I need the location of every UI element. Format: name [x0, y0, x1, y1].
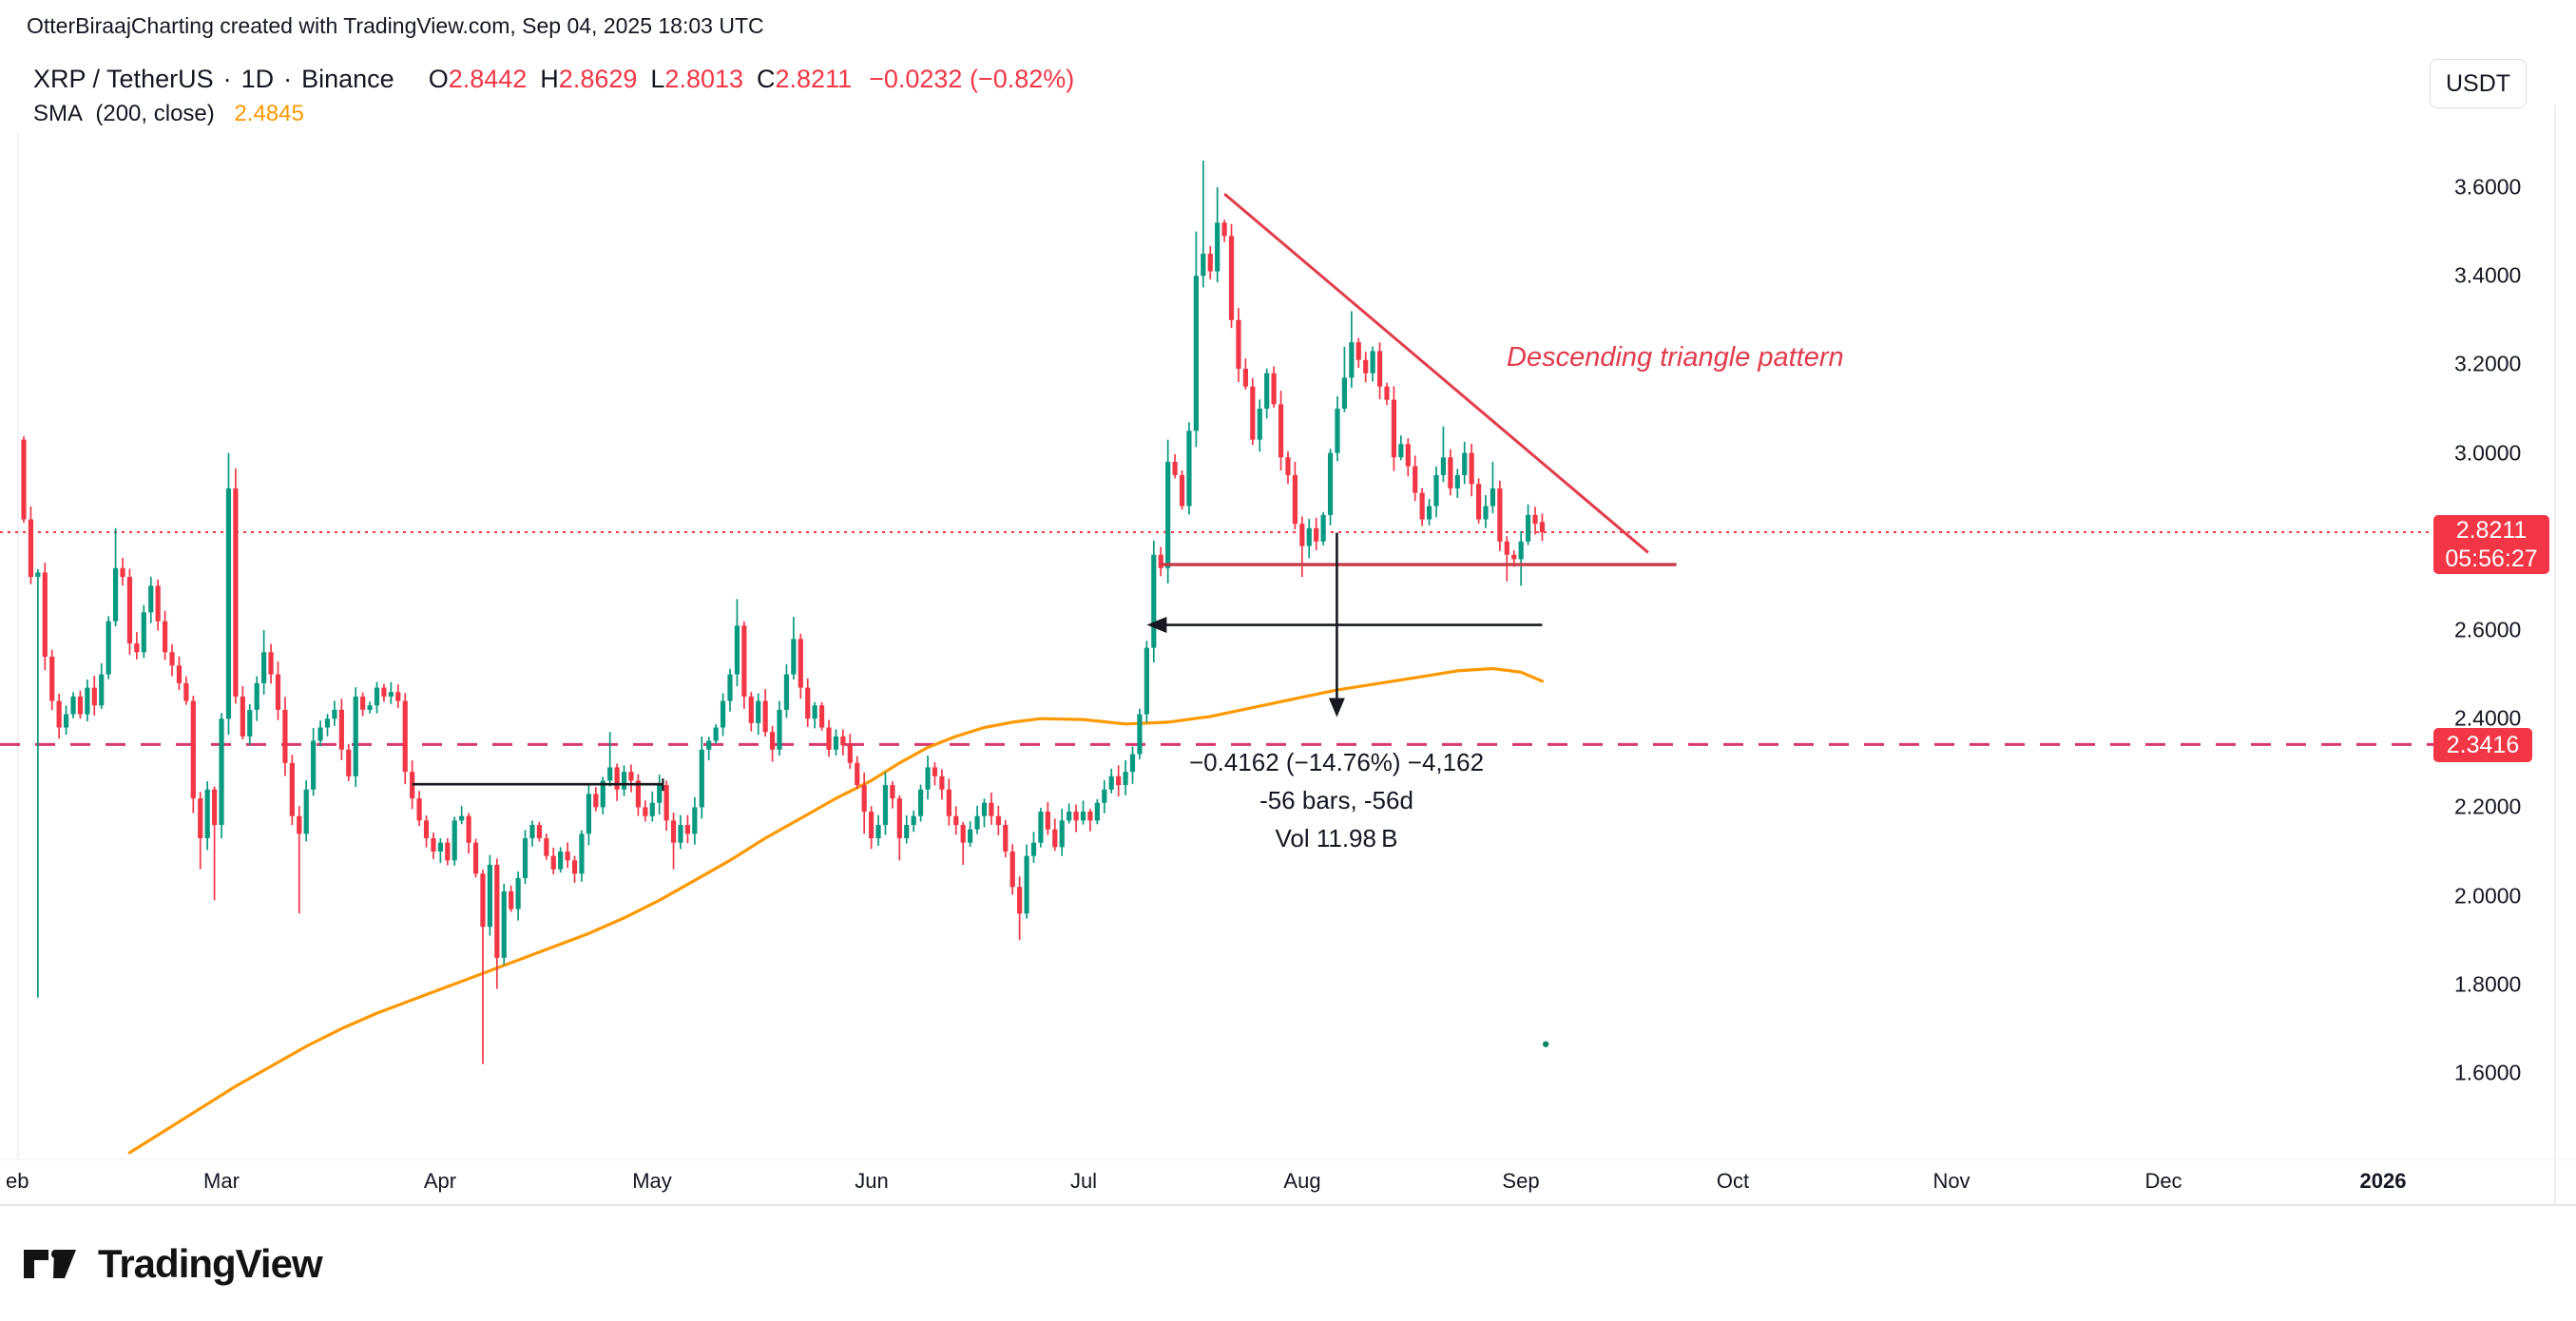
- time-axis-label: Jun: [855, 1169, 889, 1193]
- sma-name: SMA: [33, 101, 82, 126]
- support-level-price: 2.3416: [2446, 732, 2520, 758]
- change-value: −0.0232 (−0.82%): [869, 65, 1075, 93]
- time-axis-label: Apr: [423, 1169, 457, 1193]
- price-axis-label: 2.0000: [2454, 883, 2522, 909]
- price-axis-label: 3.6000: [2454, 174, 2522, 200]
- sma-value: 2.4845: [234, 101, 304, 126]
- currency-toggle-button[interactable]: USDT: [2430, 59, 2527, 108]
- time-axis-label: May: [632, 1169, 672, 1193]
- price-axis-label: 3.0000: [2454, 440, 2522, 466]
- tradingview-logo: TradingView: [24, 1241, 323, 1286]
- time-axis-label: Nov: [1932, 1169, 1970, 1193]
- price-axis-label: 1.8000: [2454, 971, 2522, 997]
- current-price: 2.8211: [2455, 517, 2528, 544]
- current-price-badge: 2.8211 05:56:27: [2433, 515, 2549, 574]
- measure-tool-label[interactable]: −0.4162 (−14.76%) −4,162 -56 bars, -56d …: [1099, 743, 1574, 857]
- time-axis-label: Dec: [2144, 1169, 2182, 1193]
- time-axis-label: Sep: [1502, 1169, 1540, 1193]
- symbol-legend[interactable]: XRP / TetherUS · 1D · Binance O2.8442 H2.…: [33, 65, 1074, 94]
- sma-layer: [127, 666, 1545, 1155]
- time-axis-label: Aug: [1283, 1169, 1321, 1193]
- exchange-label: Binance: [301, 65, 394, 93]
- ohlc-value: 2.8629: [558, 65, 638, 93]
- interval-label[interactable]: 1D: [240, 65, 275, 93]
- price-axis-label: 2.2000: [2454, 794, 2522, 819]
- stray-drawing-dot[interactable]: [1542, 1041, 1549, 1047]
- sma-200-line[interactable]: [127, 666, 1545, 1155]
- pattern-annotation-text[interactable]: Descending triangle pattern: [1507, 342, 1844, 373]
- measure-price-change: −0.4162 (−14.76%) −4,162: [1188, 748, 1485, 776]
- price-axis-label: 3.4000: [2454, 262, 2522, 288]
- time-axis-label: Mar: [203, 1169, 240, 1193]
- candles-layer: [21, 161, 1546, 1064]
- ohlc-label: H: [540, 65, 559, 93]
- sma-indicator-legend[interactable]: SMA (200, close) 2.4845: [33, 101, 304, 127]
- ohlc-value: 2.8442: [448, 65, 528, 93]
- triangle-hypotenuse[interactable]: [1223, 192, 1649, 554]
- ohlc-value: 2.8211: [775, 65, 853, 93]
- ohlc-label: L: [650, 65, 665, 93]
- separator-dot: ·: [222, 65, 232, 93]
- ohlc-label: C: [757, 65, 776, 93]
- price-axis-label: 2.6000: [2454, 617, 2522, 642]
- separator-dot: ·: [283, 65, 293, 93]
- symbol-name[interactable]: XRP / TetherUS: [33, 65, 214, 93]
- sma-params: (200, close): [95, 101, 215, 126]
- ohlc-value: 2.8013: [664, 65, 744, 93]
- bar-countdown: 05:56:27: [2445, 546, 2538, 572]
- price-axis-label: 1.6000: [2454, 1060, 2522, 1085]
- drawings-layer: [412, 192, 1677, 1047]
- ohlc-values: O2.8442 H2.8629 L2.8013 C2.8211: [415, 65, 852, 94]
- measure-volume: Vol 11.98 B: [1275, 824, 1398, 852]
- price-axis-label: 2.4000: [2454, 705, 2522, 731]
- ohlc-label: O: [428, 65, 449, 93]
- time-axis-label: Jul: [1069, 1169, 1098, 1193]
- tradingview-logo-icon: [24, 1249, 76, 1278]
- measure-down-arrow: [1328, 698, 1345, 718]
- time-axis-label: Oct: [1716, 1169, 1750, 1193]
- measure-left-arrow: [1146, 617, 1167, 634]
- measure-bar-count: -56 bars, -56d: [1259, 786, 1413, 814]
- support-level-badge: 2.3416: [2433, 728, 2532, 762]
- time-axis-label: eb: [6, 1169, 29, 1193]
- tradingview-logo-text: TradingView: [98, 1241, 323, 1286]
- time-axis-label: 2026: [2359, 1169, 2407, 1193]
- price-axis-label: 3.2000: [2454, 351, 2522, 376]
- attribution-text: OtterBiraajCharting created with Trading…: [27, 13, 764, 38]
- grid-lines: [0, 105, 2576, 1206]
